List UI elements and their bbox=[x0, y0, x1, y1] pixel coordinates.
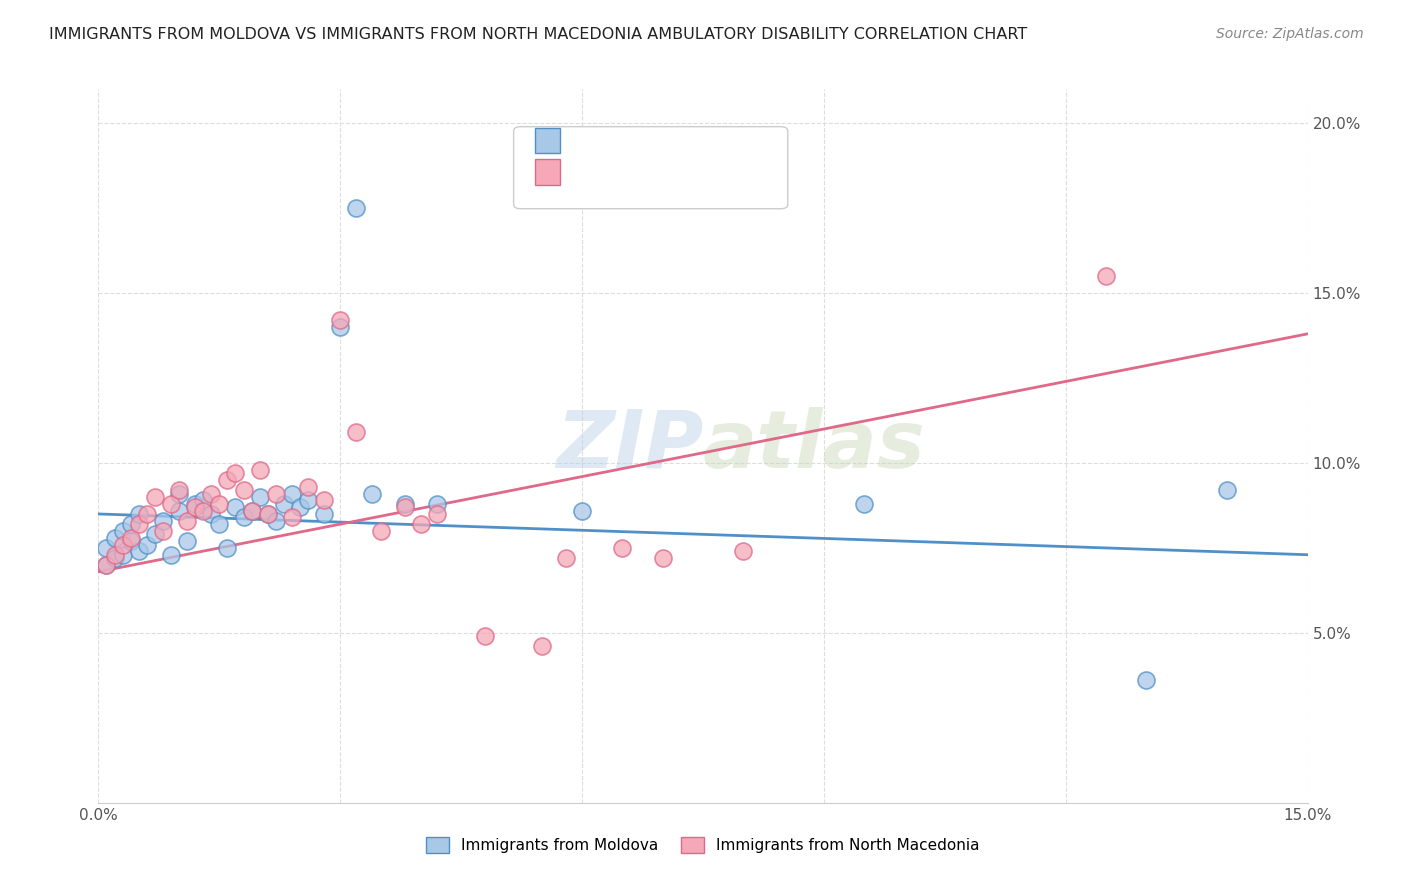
Point bbox=[297, 493, 319, 508]
Point bbox=[232, 510, 254, 524]
Point bbox=[256, 507, 278, 521]
Point bbox=[1095, 269, 1118, 284]
Point bbox=[103, 551, 125, 566]
Point bbox=[240, 503, 263, 517]
Point bbox=[176, 514, 198, 528]
Point bbox=[232, 483, 254, 498]
Text: N =: N = bbox=[661, 133, 695, 148]
Point bbox=[853, 497, 876, 511]
Point bbox=[111, 524, 134, 538]
Point bbox=[208, 497, 231, 511]
Point bbox=[111, 537, 134, 551]
Point bbox=[160, 497, 183, 511]
Point bbox=[1135, 673, 1157, 688]
Text: 0.384: 0.384 bbox=[595, 164, 648, 179]
Point bbox=[314, 507, 336, 521]
Point bbox=[167, 483, 190, 498]
Point bbox=[281, 486, 304, 500]
Point bbox=[530, 640, 553, 654]
Point bbox=[128, 517, 150, 532]
Point bbox=[426, 507, 449, 521]
Point bbox=[394, 500, 416, 515]
Point bbox=[208, 517, 231, 532]
Point bbox=[240, 503, 263, 517]
Point bbox=[176, 534, 198, 549]
Point bbox=[120, 534, 142, 549]
Point bbox=[344, 201, 367, 215]
Text: R =: R = bbox=[571, 164, 605, 179]
Point bbox=[96, 558, 118, 572]
Point bbox=[297, 480, 319, 494]
Text: -0.091: -0.091 bbox=[595, 133, 650, 148]
Point bbox=[273, 497, 295, 511]
Point bbox=[224, 500, 246, 515]
Point bbox=[103, 548, 125, 562]
Point bbox=[264, 486, 287, 500]
Point bbox=[264, 514, 287, 528]
Point bbox=[733, 544, 755, 558]
Point bbox=[143, 490, 166, 504]
Point bbox=[409, 517, 432, 532]
Point bbox=[160, 548, 183, 562]
Point bbox=[103, 531, 125, 545]
Point bbox=[184, 497, 207, 511]
Point bbox=[152, 514, 174, 528]
Point bbox=[135, 537, 157, 551]
Point bbox=[256, 507, 278, 521]
Text: R =: R = bbox=[571, 133, 605, 148]
Text: 38: 38 bbox=[686, 164, 707, 179]
Point bbox=[474, 629, 496, 643]
Text: atlas: atlas bbox=[703, 407, 925, 485]
Point bbox=[555, 551, 578, 566]
Point bbox=[152, 524, 174, 538]
Point bbox=[329, 313, 352, 327]
Point bbox=[111, 548, 134, 562]
Point bbox=[224, 466, 246, 480]
Point bbox=[281, 510, 304, 524]
Point bbox=[217, 473, 239, 487]
Point bbox=[200, 507, 222, 521]
Point bbox=[193, 503, 215, 517]
Point bbox=[96, 541, 118, 555]
Point bbox=[314, 493, 336, 508]
Point bbox=[1216, 483, 1239, 498]
Point bbox=[329, 320, 352, 334]
Point bbox=[184, 500, 207, 515]
Point bbox=[128, 507, 150, 521]
Point bbox=[167, 503, 190, 517]
Text: N =: N = bbox=[661, 164, 695, 179]
Point bbox=[370, 524, 392, 538]
Point bbox=[571, 503, 593, 517]
Point bbox=[143, 527, 166, 541]
Text: Source: ZipAtlas.com: Source: ZipAtlas.com bbox=[1216, 27, 1364, 41]
Point bbox=[249, 463, 271, 477]
Point bbox=[288, 500, 311, 515]
Point bbox=[193, 493, 215, 508]
Point bbox=[120, 517, 142, 532]
Point bbox=[651, 551, 673, 566]
Point bbox=[344, 425, 367, 440]
Point bbox=[249, 490, 271, 504]
Legend: Immigrants from Moldova, Immigrants from North Macedonia: Immigrants from Moldova, Immigrants from… bbox=[420, 831, 986, 859]
Point bbox=[96, 558, 118, 572]
Point bbox=[217, 541, 239, 555]
Point bbox=[612, 541, 634, 555]
Point bbox=[394, 497, 416, 511]
Point bbox=[135, 507, 157, 521]
Point bbox=[426, 497, 449, 511]
Point bbox=[200, 486, 222, 500]
Point bbox=[120, 531, 142, 545]
Point bbox=[361, 486, 384, 500]
Text: IMMIGRANTS FROM MOLDOVA VS IMMIGRANTS FROM NORTH MACEDONIA AMBULATORY DISABILITY: IMMIGRANTS FROM MOLDOVA VS IMMIGRANTS FR… bbox=[49, 27, 1028, 42]
Point bbox=[128, 544, 150, 558]
Text: ZIP: ZIP bbox=[555, 407, 703, 485]
Point bbox=[167, 486, 190, 500]
Text: 42: 42 bbox=[686, 133, 709, 148]
